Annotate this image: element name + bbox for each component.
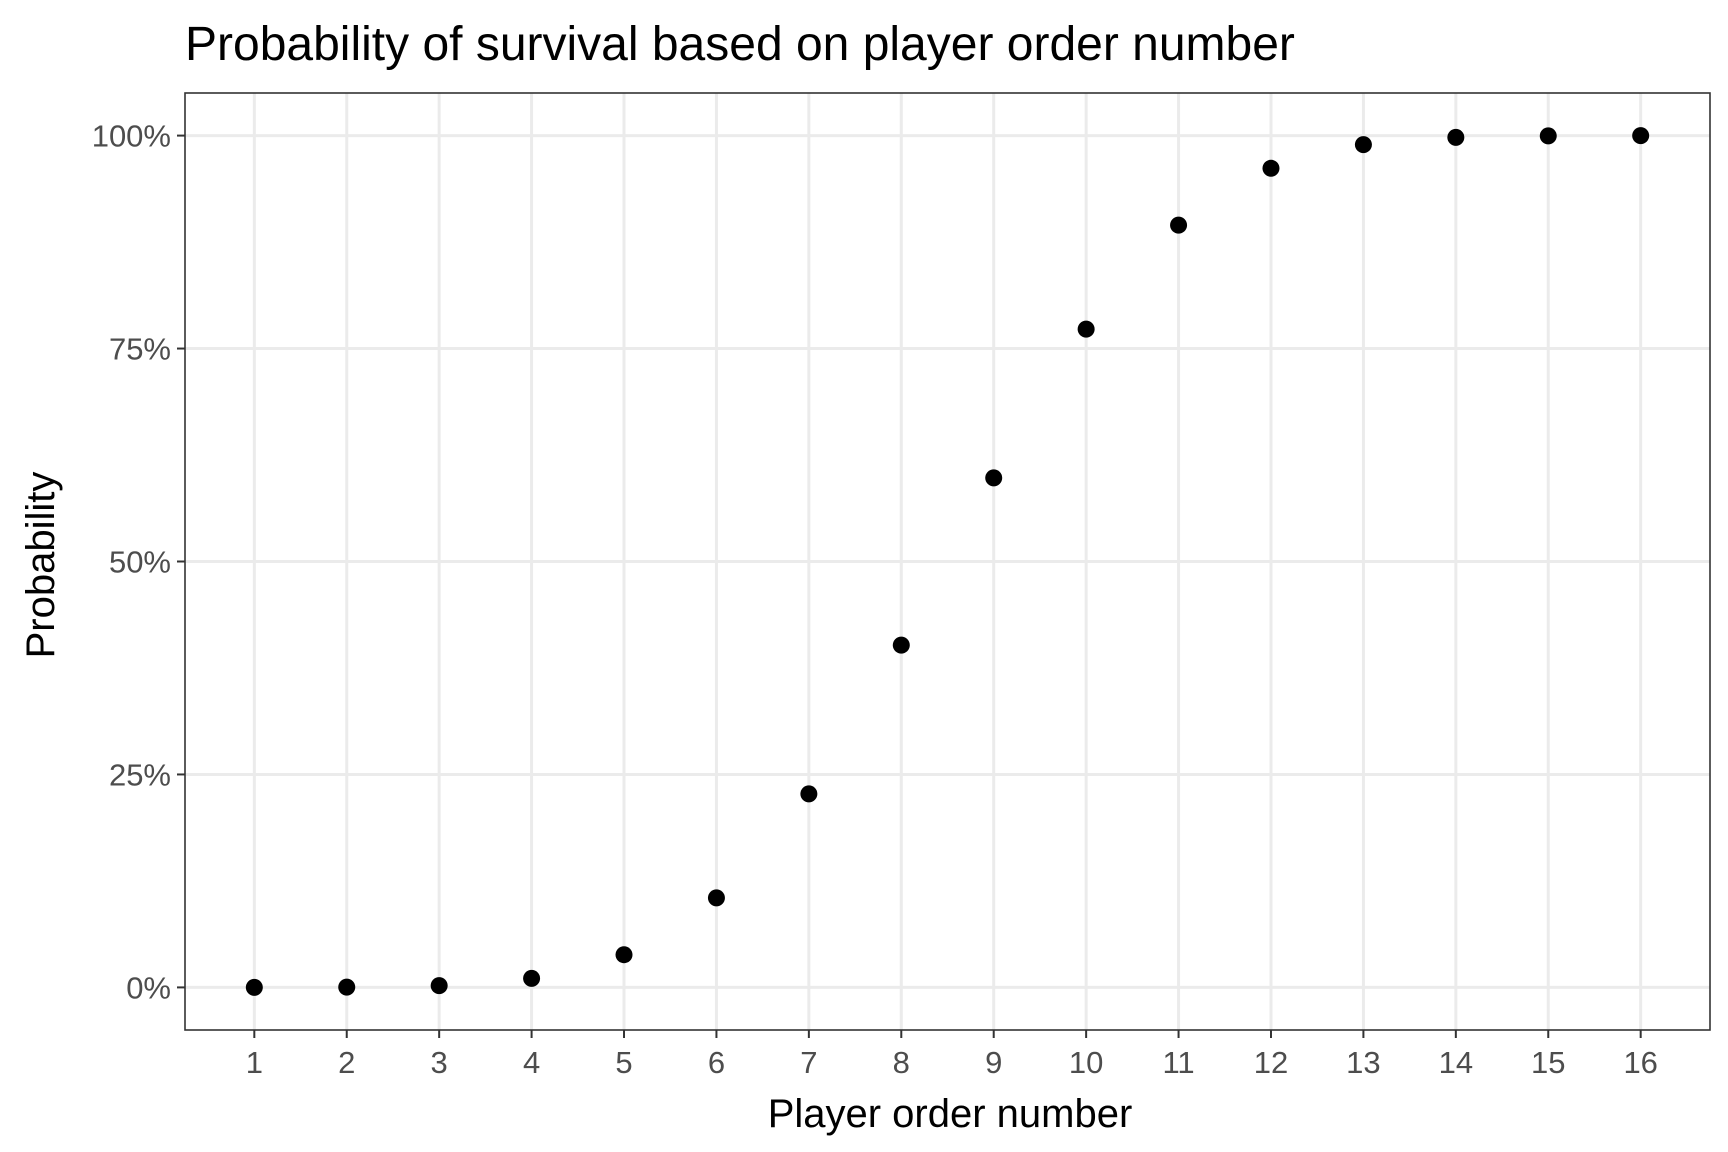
data-point (1447, 128, 1465, 146)
x-tick-label: 3 (431, 1045, 448, 1080)
x-tick-label: 2 (338, 1045, 355, 1080)
x-tick-label: 14 (1439, 1045, 1473, 1080)
data-points (245, 127, 1650, 996)
x-tick-label: 16 (1623, 1045, 1657, 1080)
data-point (523, 969, 541, 987)
x-tick-label: 11 (1162, 1045, 1194, 1080)
data-point (707, 889, 725, 907)
x-tick-label: 8 (893, 1045, 910, 1080)
y-tick-label: 75% (109, 332, 171, 367)
data-point (892, 636, 910, 654)
data-point (1539, 127, 1557, 145)
data-point (245, 978, 263, 996)
x-axis-ticks: 1 2 3 4 5 6 7 8 9 10 11 12 13 14 15 16 (246, 1030, 1658, 1080)
data-point (1354, 136, 1372, 154)
data-point (1170, 216, 1188, 234)
y-tick-label: 25% (109, 757, 171, 792)
data-point (985, 469, 1003, 487)
x-tick-label: 6 (708, 1045, 725, 1080)
grid-lines (185, 93, 1710, 1030)
x-tick-label: 13 (1346, 1045, 1380, 1080)
y-axis-title: Probability (19, 472, 63, 659)
x-tick-label: 7 (800, 1045, 817, 1080)
data-point (338, 978, 356, 996)
y-tick-label: 100% (92, 119, 171, 154)
y-tick-label: 50% (109, 545, 171, 580)
x-tick-label: 12 (1254, 1045, 1288, 1080)
data-point (1077, 320, 1095, 338)
y-axis-ticks: 0% 25% 50% 75% 100% (92, 119, 185, 1005)
data-point (1632, 127, 1650, 145)
x-axis-title: Player order number (768, 1092, 1133, 1136)
data-point (1262, 159, 1280, 177)
x-tick-label: 5 (615, 1045, 632, 1080)
y-tick-label: 0% (126, 970, 171, 1005)
x-tick-label: 9 (985, 1045, 1002, 1080)
data-point (615, 946, 633, 964)
chart-title: Probability of survival based on player … (185, 18, 1295, 71)
data-point (800, 785, 818, 803)
x-tick-label: 4 (523, 1045, 540, 1080)
data-point (430, 977, 448, 995)
x-tick-label: 15 (1531, 1045, 1565, 1080)
x-tick-label: 10 (1069, 1045, 1103, 1080)
x-tick-label: 1 (246, 1045, 263, 1080)
